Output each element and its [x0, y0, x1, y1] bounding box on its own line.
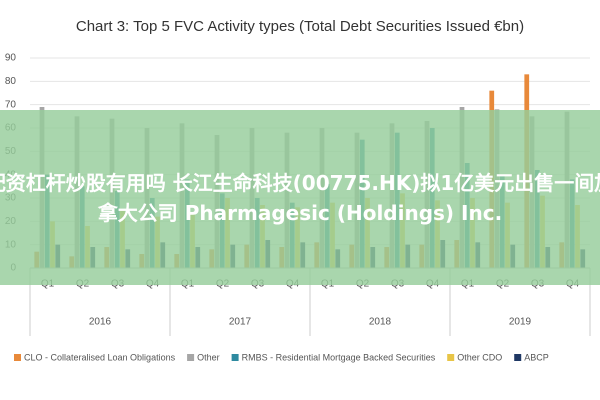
y-tick-label: 70 — [5, 99, 17, 110]
legend-swatch — [447, 354, 455, 361]
legend-swatch — [187, 354, 195, 361]
legend-label: Other — [197, 352, 220, 362]
group-label: 2018 — [369, 317, 392, 328]
legend-swatch — [514, 354, 522, 361]
banner: 配资杠杆炒股有用吗 长江生命科技(00775.HK)拟1亿美元出售一间加拿大公司… — [0, 110, 600, 285]
legend-label: Other CDO — [457, 352, 502, 362]
y-tick-label: 80 — [5, 76, 17, 87]
legend-label: RMBS - Residential Mortgage Backed Secur… — [242, 352, 436, 362]
group-label: 2019 — [509, 317, 532, 328]
legend-label: CLO - Collateralised Loan Obligations — [24, 352, 176, 362]
group-label: 2017 — [229, 317, 252, 328]
y-tick-label: 90 — [5, 53, 17, 64]
banner-text: 配资杠杆炒股有用吗 长江生命科技(00775.HK)拟1亿美元出售一间加拿大公司… — [0, 170, 600, 225]
legend-swatch — [14, 354, 21, 361]
legend-label: ABCP — [524, 352, 549, 362]
legend-swatch — [231, 354, 239, 361]
chart-title: Chart 3: Top 5 FVC Activity types (Total… — [76, 18, 524, 35]
group-label: 2016 — [89, 317, 112, 328]
